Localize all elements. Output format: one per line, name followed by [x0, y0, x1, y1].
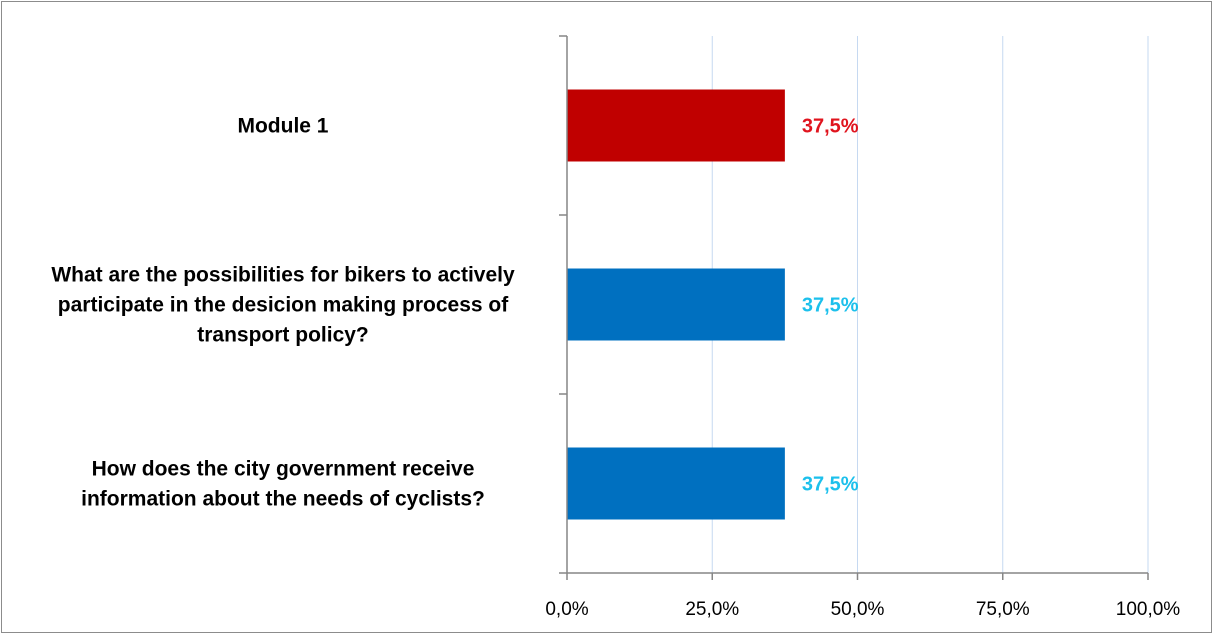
category-label: What are the possibilities for bikers to… [51, 264, 515, 287]
data-label: 37,5% [802, 474, 859, 496]
x-tick-label: 25,0% [685, 599, 739, 620]
x-tick-label: 100,0% [1116, 599, 1181, 620]
bar [567, 89, 785, 162]
x-tick-label: 50,0% [831, 599, 885, 620]
bar [567, 268, 785, 341]
x-tick-label: 75,0% [976, 599, 1030, 620]
category-label: participate in the desicion making proce… [58, 294, 509, 317]
category-label: transport policy? [197, 324, 369, 347]
x-tick-label: 0,0% [545, 599, 588, 620]
bar [567, 447, 785, 520]
category-label: How does the city government receive [92, 458, 475, 481]
category-label: Module 1 [237, 115, 328, 138]
data-label: 37,5% [802, 295, 859, 317]
category-label: information about the needs of cyclists? [81, 488, 485, 511]
data-label: 37,5% [802, 116, 859, 138]
